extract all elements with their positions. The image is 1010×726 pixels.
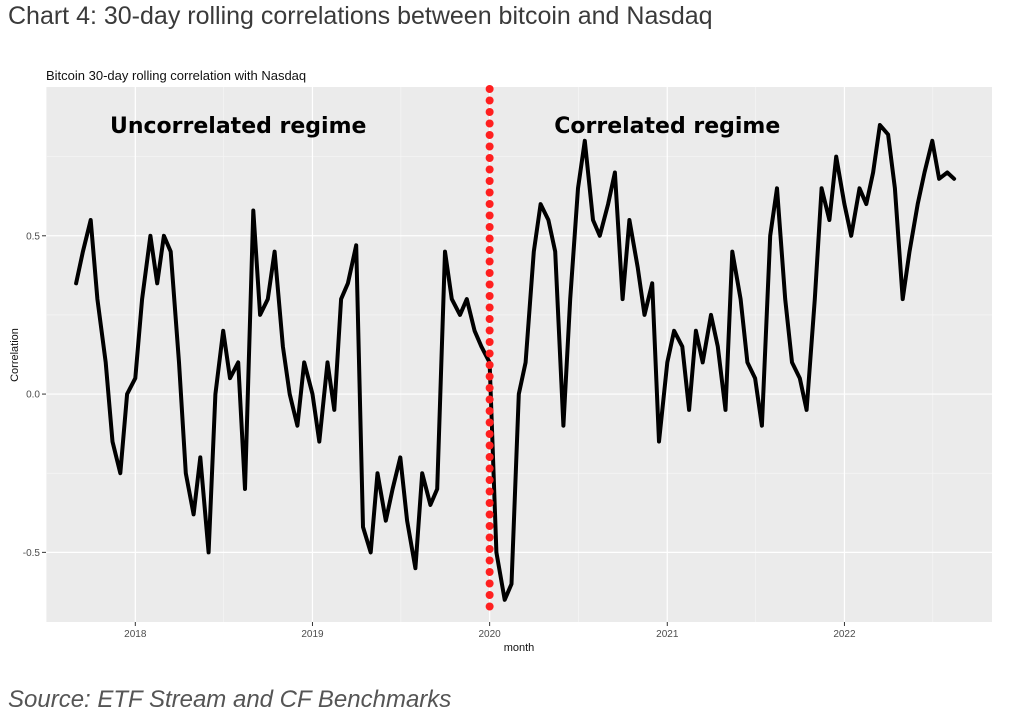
y-tick-label: 0.0: [26, 390, 40, 401]
divider-dot: [485, 579, 494, 588]
divider-dot: [485, 165, 494, 174]
source-note: Source: ETF Stream and CF Benchmarks: [8, 686, 452, 713]
divider-dot: [485, 177, 494, 185]
divider-dot: [485, 85, 494, 93]
divider-dot: [485, 131, 494, 139]
correlation-chart: Bitcoin 30-day rolling correlation with …: [9, 68, 992, 654]
y-tick-label: -0.5: [23, 548, 41, 559]
divider-dot: [485, 476, 494, 484]
divider-dot: [485, 338, 494, 346]
divider-dot: [485, 522, 494, 530]
divider-dot: [485, 510, 494, 519]
divider-dot: [485, 211, 494, 220]
page-title: Chart 4: 30-day rolling correlations bet…: [8, 2, 713, 30]
divider-dot: [485, 96, 494, 105]
divider-dot: [485, 303, 494, 312]
divider-dot: [485, 269, 494, 277]
divider-dot: [485, 533, 494, 542]
regime-annotation: Uncorrelated regime: [110, 114, 366, 139]
divider-dot: [485, 499, 494, 507]
divider-dot: [485, 246, 494, 254]
divider-dot: [485, 453, 494, 461]
divider-dot: [485, 384, 494, 392]
x-tick-label: 2018: [124, 629, 147, 640]
x-tick-label: 2020: [479, 629, 502, 640]
divider-dot: [485, 418, 494, 427]
divider-dot: [485, 257, 494, 266]
divider-dot: [485, 200, 494, 208]
divider-dot: [485, 119, 494, 128]
y-axis-label: Correlation: [9, 328, 21, 382]
x-tick-label: 2022: [833, 629, 856, 640]
divider-dot: [485, 361, 494, 369]
x-tick-label: 2021: [656, 629, 679, 640]
series-layer: [74, 123, 957, 602]
divider-dot: [485, 568, 494, 576]
y-tick-label: 0.5: [26, 231, 40, 242]
axis-ticks: -0.5 0.0 0.5 2018 2019 2020 2021 2022: [23, 231, 856, 640]
x-tick-label: 2019: [301, 629, 324, 640]
divider-dot: [485, 142, 494, 151]
divider-dot: [485, 407, 494, 415]
divider-dot: [485, 292, 494, 300]
divider-dot: [485, 591, 494, 599]
regime-divider-line: [485, 85, 494, 611]
annotations: Uncorrelated regime Correlated regime: [110, 114, 780, 139]
divider-dot: [485, 223, 494, 231]
divider-dot: [485, 464, 494, 473]
plot-panel: [46, 87, 992, 622]
divider-dot: [485, 349, 494, 358]
divider-dot: [485, 545, 494, 553]
divider-dot: [485, 108, 494, 116]
correlation-series-line: [74, 123, 957, 602]
divider-dot: [485, 395, 494, 404]
divider-dot: [485, 556, 494, 565]
divider-dot: [485, 280, 494, 289]
x-axis-label: month: [504, 642, 535, 654]
divider-dot: [485, 315, 494, 323]
regime-annotation: Correlated regime: [554, 114, 780, 139]
divider-dot: [485, 430, 494, 438]
divider-dot: [485, 602, 494, 611]
divider-dot: [485, 441, 494, 450]
divider-dot: [485, 234, 494, 243]
divider-dot: [485, 372, 494, 381]
divider-dot: [485, 487, 494, 496]
divider-dot: [485, 326, 494, 335]
divider-dot: [485, 154, 494, 162]
divider-dot: [485, 188, 494, 197]
plot-title: Bitcoin 30-day rolling correlation with …: [46, 68, 306, 83]
